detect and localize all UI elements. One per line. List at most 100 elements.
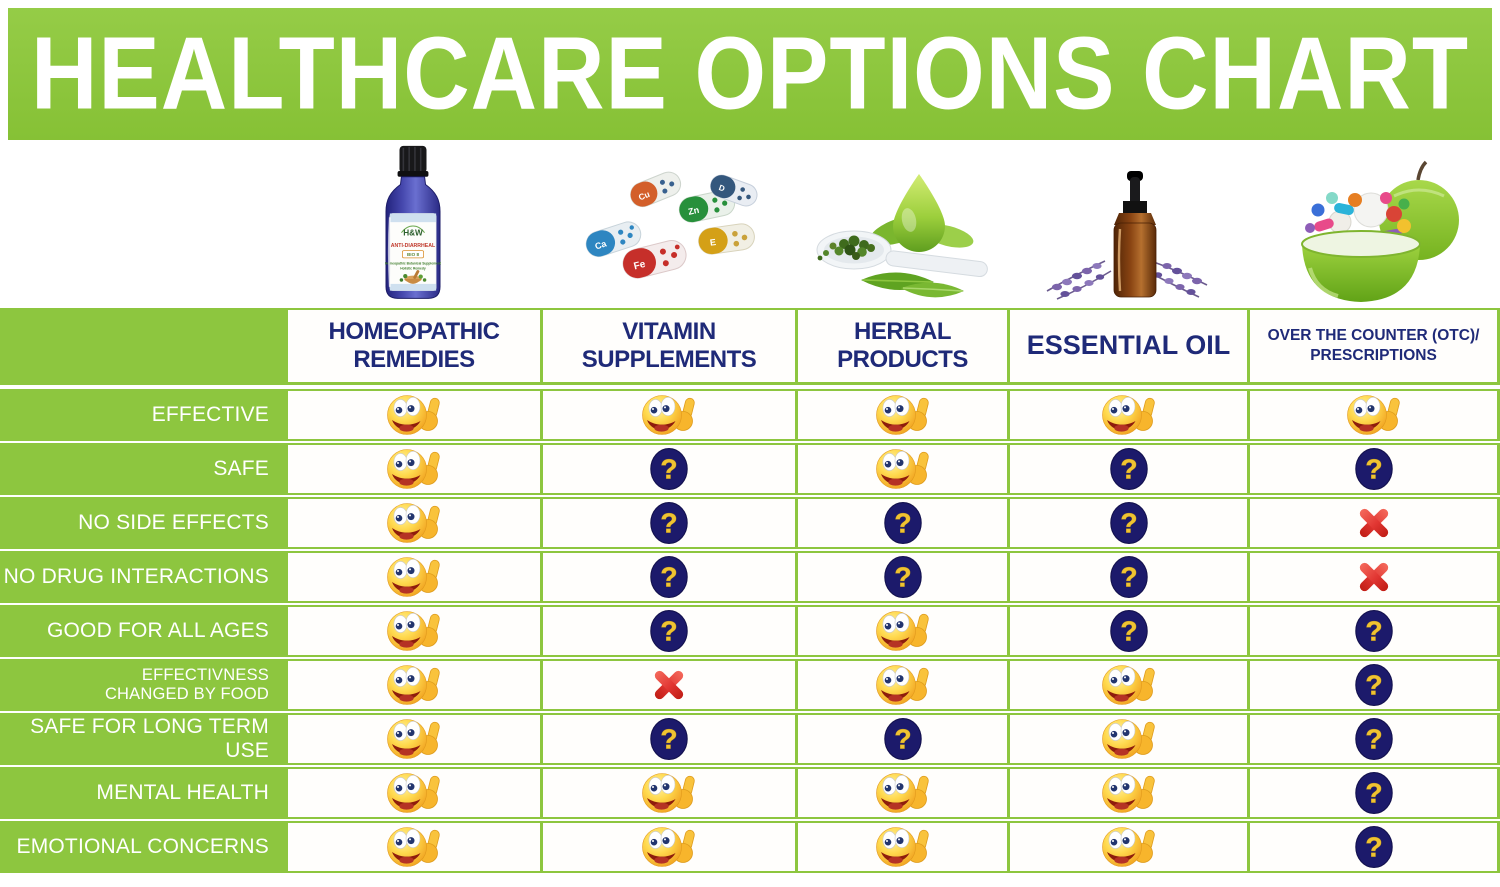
row-label: EFFECTIVNESS CHANGED BY FOOD [0,659,285,711]
question-icon [1354,663,1394,707]
column-header-herbal-products: HERBAL PRODUCTS [795,310,1007,382]
table-cell [1007,767,1247,819]
row-label: MENTAL HEALTH [0,767,285,819]
question-icon [1354,825,1394,869]
table-cell [795,443,1007,495]
question-icon [649,609,689,653]
question-icon [649,717,689,761]
table-row-safe-for-long-term-use: SAFE FOR LONG TERM USE [0,713,1500,765]
table-cell [795,821,1007,873]
column-header-homeopathic-remedies: HOMEOPATHIC REMEDIES [285,310,540,382]
table-cell [1247,605,1500,657]
svg-text:Homeopathic Botanical Suppleme: Homeopathic Botanical Supplement [385,262,442,266]
smiley-icon [386,661,442,709]
table-cell [540,389,795,441]
row-label: EFFECTIVE [0,389,285,441]
svg-text:ANTI-DIARRHEAL: ANTI-DIARRHEAL [390,243,435,249]
homeopathic-bottle-image: H&W ANTI-DIARRHEAL BIO 8 Homeopathic Bot… [385,145,442,299]
table-row-mental-health: MENTAL HEALTH [0,767,1500,819]
smiley-icon [1101,823,1157,871]
table-cell [285,821,540,873]
smiley-icon [875,823,931,871]
table-cell [1007,497,1247,549]
table-cell [1247,713,1500,765]
row-label: NO DRUG INTERACTIONS [0,551,285,603]
row-label: EMOTIONAL CONCERNS [0,821,285,873]
herbal-spoon-image [816,174,988,298]
table-cell [1247,659,1500,711]
smiley-icon [875,661,931,709]
product-image-otc [1247,140,1500,308]
smiley-icon [875,769,931,817]
question-icon [883,501,923,545]
smiley-icon [875,607,931,655]
table-cell [285,767,540,819]
table-cell [1247,443,1500,495]
product-image-vitamins: Ca Cu Zn D [540,140,795,308]
product-image-herbal [795,140,1007,308]
table-cell [795,767,1007,819]
table-cell [1247,551,1500,603]
question-icon [1109,609,1149,653]
svg-text:Zn: Zn [687,205,700,217]
smiley-icon [641,769,697,817]
column-header-vitamin-supplements: VITAMIN SUPPLEMENTS [540,310,795,382]
smiley-icon [386,391,442,439]
svg-text:Fe: Fe [633,259,647,273]
table-cell [540,551,795,603]
cross-icon [1355,557,1393,597]
table-cell [795,659,1007,711]
column-header-otc-prescriptions: OVER THE COUNTER (OTC)/ PRESCRIPTIONS [1247,310,1500,382]
table-row-safe: SAFE [0,443,1500,495]
svg-text:D: D [718,183,727,194]
smiley-icon [386,553,442,601]
table-cell [1007,605,1247,657]
vitamin-capsules-image: Ca Cu Zn D [585,171,758,279]
question-icon [649,555,689,599]
essential-oil-bottle-image [1046,171,1208,300]
product-images-row: H&W ANTI-DIARRHEAL BIO 8 Homeopathic Bot… [0,140,1500,308]
title-banner: HEALTHCARE OPTIONS CHART [8,8,1492,140]
question-icon [1109,447,1149,491]
table-cell [1007,551,1247,603]
table-cell [1007,443,1247,495]
smiley-icon [386,769,442,817]
otc-pills-bowl-image [1301,160,1459,302]
header-spacer [0,310,285,382]
row-label: GOOD FOR ALL AGES [0,605,285,657]
table-cell [540,497,795,549]
question-icon [1354,717,1394,761]
table-cell [540,605,795,657]
table-cell [285,443,540,495]
smiley-icon [1101,715,1157,763]
table-cell [285,497,540,549]
smiley-icon [1101,391,1157,439]
question-icon [1109,555,1149,599]
question-icon [1354,609,1394,653]
table-cell [1247,767,1500,819]
smiley-icon [386,445,442,493]
row-label: SAFE [0,443,285,495]
table-cell [1007,713,1247,765]
table-cell [795,605,1007,657]
page-title: HEALTHCARE OPTIONS CHART [30,16,1470,131]
table-cell [1007,821,1247,873]
smiley-icon [641,391,697,439]
row-label: NO SIDE EFFECTS [0,497,285,549]
table-row-effectiveness-changed-by-food: EFFECTIVNESS CHANGED BY FOOD [0,659,1500,711]
smiley-icon [875,445,931,493]
smiley-icon [386,715,442,763]
table-cell [285,389,540,441]
table-cell [795,389,1007,441]
svg-text:BIO 8: BIO 8 [406,252,419,257]
question-icon [1354,771,1394,815]
table-cell [285,659,540,711]
row-label: SAFE FOR LONG TERM USE [0,713,285,765]
svg-text:E: E [709,237,716,248]
table-body: EFFECTIVE SAFE NO SIDE EFFECTS NO DRUG I… [0,389,1500,873]
table-row-no-drug-interactions: NO DRUG INTERACTIONS [0,551,1500,603]
table-row-effective: EFFECTIVE [0,389,1500,441]
question-icon [1354,447,1394,491]
smiley-icon [1101,661,1157,709]
table-row-good-for-all-ages: GOOD FOR ALL AGES [0,605,1500,657]
